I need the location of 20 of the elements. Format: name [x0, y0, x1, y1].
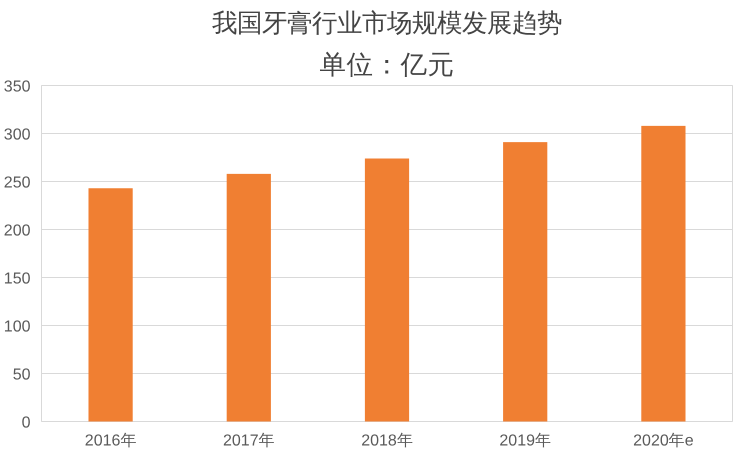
bar [503, 142, 548, 422]
y-tick-label: 250 [4, 174, 31, 192]
y-tick-label: 150 [4, 270, 31, 288]
chart-title: 我国牙膏行业市场规模发展趋势 [212, 8, 562, 38]
x-tick-label: 2018年 [361, 432, 413, 450]
y-tick-label: 300 [4, 126, 31, 144]
chart-subtitle: 单位：亿元 [320, 50, 454, 80]
y-tick-label: 100 [4, 318, 31, 336]
x-tick-label: 2016年 [84, 432, 136, 450]
bar [88, 188, 133, 422]
y-tick-label: 350 [4, 78, 31, 96]
bar [641, 126, 686, 422]
bar [364, 158, 410, 422]
y-tick-label: 0 [22, 414, 31, 432]
y-tick-label: 200 [4, 222, 31, 240]
x-tick-label: 2020年e [633, 432, 694, 450]
y-tick-label: 50 [12, 366, 31, 384]
bar [226, 174, 271, 422]
x-tick-label: 2019年 [499, 432, 551, 450]
x-tick-label: 2017年 [223, 432, 275, 450]
